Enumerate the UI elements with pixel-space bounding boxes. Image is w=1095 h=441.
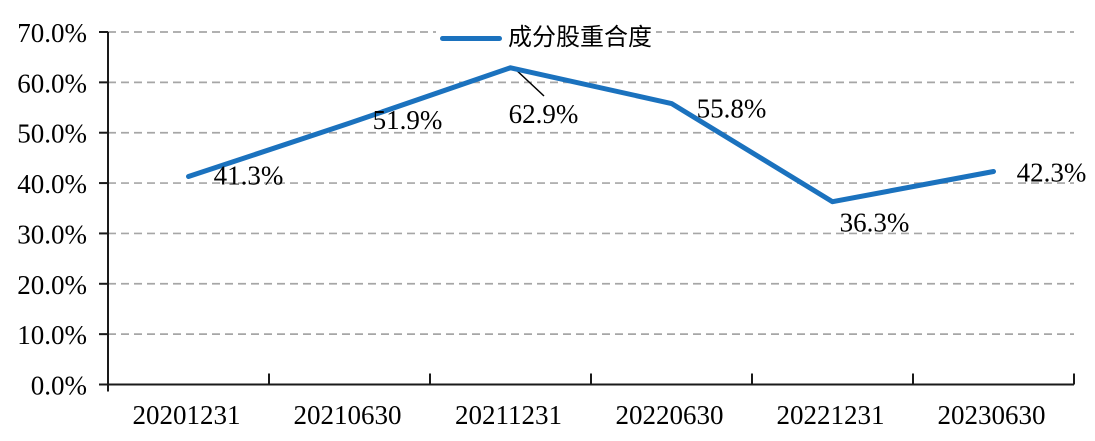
legend-label: 成分股重合度 [508,25,652,51]
x-axis-label: 20210630 [294,400,402,430]
x-axis-label: 20230630 [938,400,1046,430]
data-label: 41.3% [214,161,284,191]
y-axis-label: 30.0% [17,219,87,249]
y-axis-label: 20.0% [17,270,87,300]
y-axis-label: 10.0% [17,320,87,350]
x-axis-label: 20220630 [616,400,724,430]
data-label: 51.9% [373,105,443,135]
y-axis-label: 60.0% [17,68,87,98]
series-line [186,65,996,205]
y-axis-label: 0.0% [31,371,87,401]
data-label: 36.3% [840,208,910,238]
data-label: 55.8% [697,94,767,124]
legend-line-swatch [440,35,502,41]
data-label: 62.9% [509,99,579,129]
y-axis-label: 50.0% [17,119,87,149]
x-axis-label: 20221231 [777,400,885,430]
y-axis-label: 40.0% [17,169,87,199]
data-label: 42.3% [1017,157,1087,187]
x-axis-label: 20201231 [133,400,241,430]
legend: 成分股重合度 [436,24,656,52]
x-axis-label: 20211231 [455,400,562,430]
y-axis-label: 70.0% [17,18,87,48]
